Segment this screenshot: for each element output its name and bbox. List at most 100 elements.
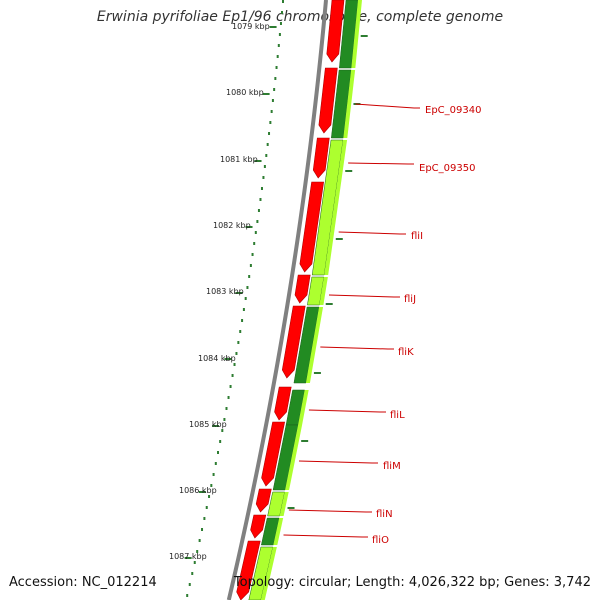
- summary-text: Topology: circular; Length: 4,026,322 bp…: [233, 575, 591, 590]
- track-dot: [265, 154, 268, 157]
- scale-label: 1084 kbp: [198, 354, 236, 363]
- scale-label: 1081 kbp: [220, 155, 258, 164]
- gene-label[interactable]: fliK: [398, 347, 414, 358]
- gene-label[interactable]: EpC_09350: [419, 163, 475, 174]
- scale-label: 1087 kbp: [169, 552, 207, 561]
- scale-tick: [262, 93, 270, 95]
- track-dot: [259, 198, 262, 201]
- track-dot: [201, 528, 204, 531]
- cds-edge: [279, 492, 289, 516]
- track-dot: [249, 264, 252, 267]
- track-dot: [273, 88, 276, 91]
- track-dot: [253, 242, 256, 245]
- track-dot: [270, 110, 273, 113]
- track-dot: [269, 121, 272, 124]
- track-dot: [210, 484, 213, 487]
- gene-arrow: [299, 181, 324, 273]
- gene-arrow: [255, 488, 272, 513]
- track-dot: [237, 341, 240, 344]
- track-dot: [242, 308, 245, 311]
- scale-tick: [224, 358, 232, 360]
- track-dot: [225, 407, 228, 410]
- scale-label: 1082 kbp: [213, 221, 251, 230]
- scale-tick: [235, 292, 243, 294]
- label-leader: [288, 509, 372, 513]
- track-dot: [235, 352, 238, 355]
- track-dot: [263, 165, 266, 168]
- track-dot: [205, 506, 208, 509]
- scale-label: 1080 kbp: [226, 88, 264, 97]
- gene-arrow: [236, 540, 261, 600]
- track-dot: [239, 330, 242, 333]
- label-leader: [338, 231, 406, 235]
- scale-tick: [212, 425, 220, 427]
- cds-edge: [285, 425, 303, 490]
- track-dot: [244, 297, 247, 300]
- track-dot: [223, 418, 226, 421]
- scale-tick: [254, 160, 262, 162]
- track-dot: [198, 539, 201, 542]
- backbone-line: [226, 0, 328, 600]
- gene-label[interactable]: fliL: [390, 410, 405, 421]
- cds-edge: [305, 307, 324, 383]
- label-leader: [348, 162, 414, 165]
- scale-tick: [184, 557, 192, 559]
- gene-label[interactable]: fliO: [372, 535, 389, 546]
- track-tick: [301, 440, 309, 442]
- track-tick: [345, 170, 353, 172]
- accession-text: Accession: NC_012214: [9, 575, 157, 590]
- label-leaders: [283, 103, 420, 538]
- gene-label[interactable]: fliN: [376, 509, 393, 520]
- track-dot: [271, 99, 274, 102]
- gc-skew-dotted-track: [186, 0, 284, 597]
- label-leader: [320, 346, 394, 350]
- track-dot: [274, 77, 277, 80]
- label-leader: [355, 103, 420, 109]
- track-dot: [208, 495, 211, 498]
- track-dot: [260, 187, 263, 190]
- label-leader: [283, 534, 368, 538]
- gene-label[interactable]: fliJ: [404, 294, 416, 305]
- gene-label[interactable]: EpC_09340: [425, 105, 481, 116]
- chromosome-backbone: [226, 0, 328, 600]
- scale-ticks: [184, 26, 277, 559]
- track-dot: [282, 0, 284, 3]
- gene-label[interactable]: fliM: [383, 461, 401, 472]
- scale-tick: [269, 26, 277, 28]
- track-dot: [212, 473, 215, 476]
- track-dot: [257, 209, 260, 212]
- track-dot: [254, 231, 257, 234]
- track-dot: [196, 550, 199, 553]
- scale-tick: [198, 491, 206, 493]
- scale-label: 1083 kbp: [206, 287, 244, 296]
- track-dot: [275, 66, 278, 69]
- track-dot: [279, 22, 282, 25]
- scale-tick: [245, 226, 253, 228]
- track-dot: [262, 176, 265, 179]
- gene-arrow: [294, 274, 311, 304]
- track-dot: [186, 594, 189, 597]
- gene-arrow: [326, 0, 345, 63]
- cds-feature: [248, 546, 274, 600]
- track-dot: [214, 462, 217, 465]
- track-dot: [188, 583, 191, 586]
- track-dot: [229, 385, 232, 388]
- track-dot: [278, 33, 281, 36]
- track-dot: [276, 55, 279, 58]
- gene-arrow: [281, 305, 306, 379]
- gene-label[interactable]: fliI: [411, 231, 423, 242]
- track-dot: [193, 561, 196, 564]
- cds-edge: [319, 277, 328, 305]
- cds-edge: [298, 390, 309, 425]
- track-tick: [313, 372, 321, 374]
- track-tick: [335, 238, 343, 240]
- track-dot: [266, 143, 269, 146]
- gene-arrow: [250, 514, 267, 539]
- gene-arrow: [261, 421, 286, 487]
- gene-arrow: [274, 386, 292, 421]
- track-dot: [217, 451, 220, 454]
- cds-edge: [324, 140, 348, 275]
- track-dot: [233, 363, 236, 366]
- track-tick: [360, 35, 368, 37]
